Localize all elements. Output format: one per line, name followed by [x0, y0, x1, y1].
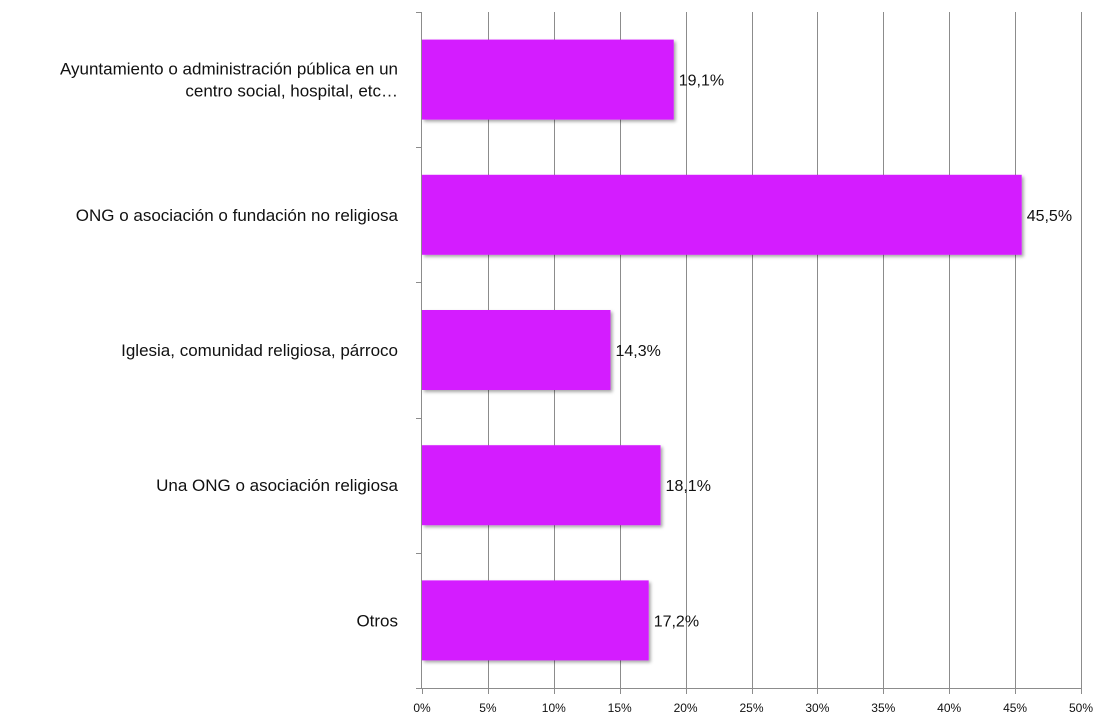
x-tick-label: 45% [1003, 701, 1027, 715]
x-tick-label: 50% [1069, 701, 1093, 715]
x-tick-label: 40% [937, 701, 961, 715]
data-label: 18,1% [666, 478, 711, 495]
bar [422, 39, 674, 120]
x-tick-label: 5% [479, 701, 497, 715]
data-label: 45,5% [1027, 208, 1072, 225]
bar [422, 580, 649, 661]
category-label: Iglesia, comunidad religiosa, párroco [121, 341, 398, 360]
data-label: 19,1% [679, 73, 724, 90]
data-label: 14,3% [615, 343, 660, 360]
category-label: ONG o asociación o fundación no religios… [76, 206, 399, 225]
x-tick-label: 10% [542, 701, 566, 715]
x-tick-label: 15% [608, 701, 632, 715]
gridlines [488, 12, 1082, 688]
bar [422, 310, 611, 390]
category-label: Otros [356, 611, 398, 630]
data-label: 17,2% [654, 613, 699, 630]
x-tick-label: 20% [674, 701, 698, 715]
labels: 0% 5% 10% 15% 20% 25% 30% 35% 40% 45% 50% 19,1% Ayun… [60, 60, 1093, 715]
x-tick-label: 25% [739, 701, 763, 715]
bar [422, 445, 661, 526]
x-tick-label: 30% [805, 701, 829, 715]
category-label: Ayuntamiento o administración pública en… [60, 60, 398, 79]
category-label: Una ONG o asociación religiosa [156, 476, 398, 495]
axes [416, 12, 1082, 694]
x-tick-label: 35% [871, 701, 895, 715]
x-tick-label: 0% [413, 701, 431, 715]
bar [422, 174, 1022, 255]
category-label: centro social, hospital, etc… [185, 82, 398, 101]
bars [422, 39, 1022, 661]
